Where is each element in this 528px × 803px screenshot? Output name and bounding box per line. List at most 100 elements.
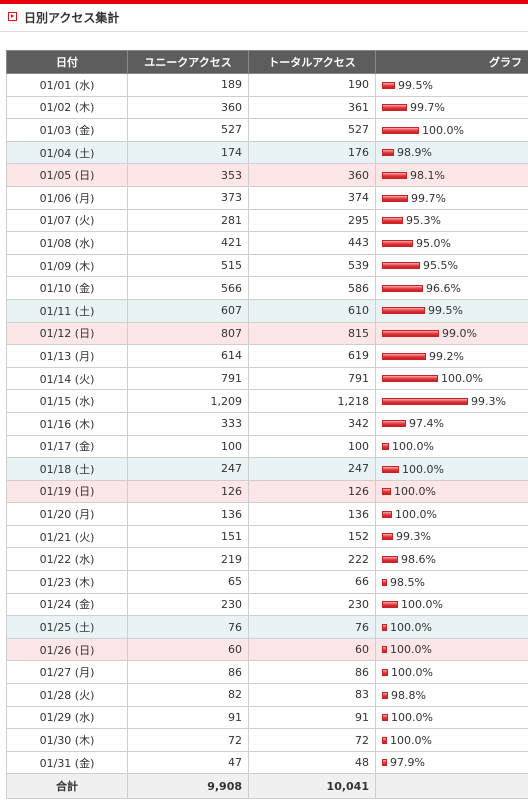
table-row: 01/19 (日) 126 126 100.0%	[6, 479, 528, 504]
column-header-unique: ユニークアクセス	[127, 50, 249, 74]
access-bar	[382, 284, 423, 292]
total-access-cell: 86	[248, 660, 376, 685]
ratio-label: 99.7%	[410, 101, 445, 115]
total-access-cell: 190	[248, 73, 376, 97]
total-access-cell: 361	[248, 95, 376, 120]
access-bar	[382, 171, 407, 179]
date-cell: 01/13 (月)	[6, 344, 128, 368]
total-access-cell: 360	[248, 163, 376, 187]
ratio-label: 100.0%	[422, 123, 464, 137]
unique-access-cell: 281	[127, 208, 249, 233]
date-cell: 01/23 (木)	[6, 570, 128, 594]
ratio-label: 99.7%	[411, 191, 446, 205]
access-bar	[382, 397, 468, 405]
total-access-cell: 527	[248, 118, 376, 142]
graph-cell: 99.5%	[375, 298, 528, 323]
section-header: 日別アクセス集計	[0, 4, 528, 32]
unique-access-cell: 86	[127, 660, 249, 685]
totals-row: 合計 9,908 10,041	[6, 773, 528, 800]
table-row: 01/03 (金) 527 527 100.0%	[6, 118, 528, 142]
unique-access-cell: 219	[127, 547, 249, 572]
unique-access-cell: 807	[127, 321, 249, 346]
table-row: 01/11 (土) 607 610 99.5%	[6, 298, 528, 323]
ratio-label: 98.6%	[401, 553, 436, 567]
date-cell: 01/16 (木)	[6, 411, 128, 436]
table-header-row: 日付 ユニークアクセス トータルアクセス グラフ	[6, 50, 528, 74]
ratio-label: 98.8%	[391, 688, 426, 702]
graph-cell: 95.0%	[375, 231, 528, 255]
table-row: 01/05 (日) 353 360 98.1%	[6, 163, 528, 187]
access-bar	[382, 691, 388, 699]
access-bar	[382, 262, 420, 270]
page-title: 日別アクセス集計	[24, 11, 120, 25]
graph-cell: 100.0%	[375, 728, 528, 752]
total-access-cell: 230	[248, 592, 376, 617]
ratio-label: 99.2%	[429, 349, 464, 363]
graph-cell: 100.0%	[375, 479, 528, 504]
graph-cell: 96.6%	[375, 276, 528, 300]
ratio-label: 98.9%	[397, 146, 432, 160]
graph-cell: 99.0%	[375, 321, 528, 346]
graph-cell: 98.1%	[375, 163, 528, 187]
graph-cell: 100.0%	[375, 615, 528, 639]
date-cell: 01/27 (月)	[6, 660, 128, 685]
table-row: 01/12 (日) 807 815 99.0%	[6, 321, 528, 346]
date-cell: 01/15 (水)	[6, 389, 128, 413]
unique-access-cell: 421	[127, 231, 249, 255]
access-bar	[382, 330, 439, 338]
top-accent-bar	[0, 0, 528, 4]
total-access-cell: 295	[248, 208, 376, 233]
access-bar	[382, 443, 389, 451]
date-cell: 01/19 (日)	[6, 479, 128, 504]
ratio-label: 100.0%	[401, 598, 443, 612]
access-bar	[382, 81, 395, 89]
total-access-cell: 152	[248, 524, 376, 549]
access-bar	[382, 352, 426, 360]
unique-access-cell: 72	[127, 728, 249, 752]
access-bar	[382, 646, 387, 654]
ratio-label: 100.0%	[441, 372, 483, 386]
ratio-label: 100.0%	[390, 733, 432, 747]
unique-access-cell: 791	[127, 366, 249, 391]
table-row: 01/18 (土) 247 247 100.0%	[6, 457, 528, 481]
access-bar	[382, 375, 438, 383]
table-row: 01/06 (月) 373 374 99.7%	[6, 185, 528, 210]
table-row: 01/13 (月) 614 619 99.2%	[6, 344, 528, 368]
total-access-cell: 176	[248, 140, 376, 165]
access-bar	[382, 601, 398, 609]
date-cell: 01/25 (土)	[6, 615, 128, 639]
table-row: 01/23 (木) 65 66 98.5%	[6, 570, 528, 594]
table-row: 01/01 (水) 189 190 99.5%	[6, 73, 528, 97]
ratio-label: 98.5%	[390, 575, 425, 589]
unique-access-cell: 91	[127, 705, 249, 730]
table-row: 01/14 (火) 791 791 100.0%	[6, 366, 528, 391]
date-cell: 01/26 (日)	[6, 637, 128, 662]
table-row: 01/07 (火) 281 295 95.3%	[6, 208, 528, 233]
date-cell: 01/02 (木)	[6, 95, 128, 120]
graph-cell: 98.8%	[375, 683, 528, 707]
access-bar	[382, 420, 406, 428]
table-row: 01/21 (火) 151 152 99.3%	[6, 524, 528, 549]
total-access-cell: 610	[248, 298, 376, 323]
table-row: 01/24 (金) 230 230 100.0%	[6, 592, 528, 617]
access-bar	[382, 239, 413, 247]
ratio-label: 97.4%	[409, 417, 444, 431]
total-access-cell: 539	[248, 253, 376, 278]
access-bar	[382, 126, 419, 134]
unique-access-cell: 136	[127, 502, 249, 526]
unique-access-cell: 360	[127, 95, 249, 120]
unique-access-cell: 230	[127, 592, 249, 617]
table-row: 01/16 (木) 333 342 97.4%	[6, 411, 528, 436]
graph-cell: 98.9%	[375, 140, 528, 165]
totals-unique: 9,908	[127, 773, 249, 800]
total-access-cell: 342	[248, 411, 376, 436]
unique-access-cell: 1,209	[127, 389, 249, 413]
date-cell: 01/12 (日)	[6, 321, 128, 346]
date-cell: 01/09 (木)	[6, 253, 128, 278]
total-access-cell: 815	[248, 321, 376, 346]
ratio-label: 97.9%	[390, 756, 425, 770]
date-cell: 01/01 (水)	[6, 73, 128, 97]
access-bar	[382, 307, 425, 315]
graph-cell: 99.7%	[375, 185, 528, 210]
date-cell: 01/29 (水)	[6, 705, 128, 730]
